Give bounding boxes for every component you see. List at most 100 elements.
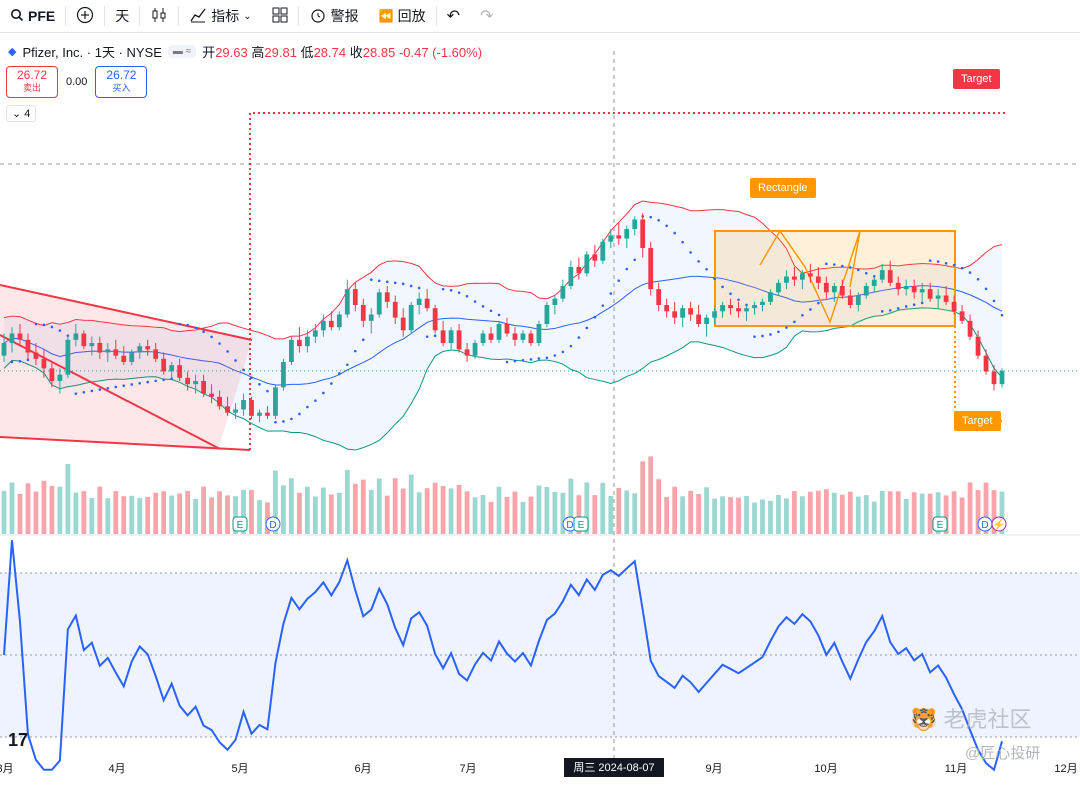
sar-dot <box>761 334 764 338</box>
event-marker[interactable]: E <box>932 516 948 532</box>
chart-type-button[interactable] <box>140 0 178 32</box>
candle-body <box>496 324 502 340</box>
event-marker[interactable]: E <box>232 516 248 532</box>
sar-dot <box>314 399 317 402</box>
volume-bar <box>225 495 230 534</box>
sar-dot <box>833 263 836 266</box>
symbol-search[interactable]: PFE <box>0 0 65 32</box>
volume-bar <box>328 494 334 534</box>
sar-dot <box>306 405 309 409</box>
earnings-marker <box>232 516 248 532</box>
volume-bar <box>257 500 262 534</box>
sar-dot <box>593 315 597 319</box>
target-label-top[interactable]: Target <box>953 69 1000 89</box>
target-label-bottom[interactable]: Target <box>954 411 1001 431</box>
sar-dot <box>1000 313 1004 317</box>
alert-button[interactable]: 警报 <box>299 0 369 32</box>
sar-dot <box>178 322 181 326</box>
symbol-logo-icon: ◆ <box>8 46 17 58</box>
sar-dot <box>90 389 94 393</box>
sar-dot <box>649 215 653 219</box>
indicators-button[interactable]: 指标 ⌄ <box>179 0 261 32</box>
volume-bar <box>105 498 111 534</box>
sar-dot <box>689 251 692 254</box>
sar-dot <box>952 263 956 267</box>
candle-body <box>448 330 454 343</box>
event-marker[interactable]: E <box>573 516 589 532</box>
candle-body <box>552 298 558 305</box>
sar-dot <box>194 326 197 330</box>
volume-bar <box>632 493 638 534</box>
volume-bar <box>25 483 31 534</box>
redo-button[interactable]: ↷ <box>470 0 503 32</box>
candle-body <box>472 343 478 356</box>
sar-dot <box>409 284 413 288</box>
rectangle-label[interactable]: Rectangle <box>750 178 816 198</box>
undo-button[interactable]: ↶ <box>437 0 470 32</box>
volume-bar <box>368 489 374 534</box>
candle-body <box>959 311 965 321</box>
candle-body <box>504 324 510 334</box>
candle-body <box>839 286 845 296</box>
candle-body <box>312 330 318 337</box>
replay-button[interactable]: ⏪ 回放 <box>369 0 436 32</box>
volume-bar <box>304 486 310 534</box>
event-marker[interactable]: D <box>977 516 993 532</box>
candle-body <box>800 273 805 280</box>
sar-dot <box>617 279 621 282</box>
candle-body <box>576 267 582 274</box>
volume-bar <box>265 502 270 534</box>
sar-dot <box>968 271 972 274</box>
change-value: -0.47 (-1.60%) <box>398 45 483 60</box>
sar-dot <box>745 303 748 307</box>
sar-dot <box>777 330 780 334</box>
volume-bar <box>983 482 989 534</box>
chart-canvas[interactable]: E D D E E D ⚡ <box>0 34 1080 790</box>
candle-body <box>297 339 302 347</box>
layout-button[interactable] <box>262 0 298 32</box>
tradingview-logo-icon[interactable]: 17 <box>8 730 29 750</box>
sar-dot <box>920 301 924 305</box>
volume-bar <box>967 482 973 534</box>
candle-body <box>768 292 773 302</box>
sar-dot <box>393 281 397 285</box>
volume-bar <box>297 492 302 534</box>
indicator-collapse-button[interactable]: ⌄ 4 <box>6 105 37 122</box>
x-tick-label: 11月 <box>945 763 967 775</box>
volume-bar <box>432 482 438 534</box>
candle-body <box>440 330 446 343</box>
volume-bar <box>544 486 550 534</box>
volume-bar <box>89 497 95 534</box>
volume-bar <box>800 496 805 534</box>
volume-bar <box>688 490 694 534</box>
candle-body <box>616 235 622 239</box>
sell-button[interactable]: 26.72 卖出 <box>6 66 58 98</box>
candle-body <box>456 330 462 350</box>
visibility-toggle[interactable]: ▬ ≈ <box>167 45 197 58</box>
chevron-down-icon: ⌄ <box>243 10 252 22</box>
candle-body <box>289 339 294 362</box>
sar-dot <box>330 382 333 385</box>
sar-dot <box>282 420 285 423</box>
pattern-zigzag <box>759 229 861 325</box>
watermark-author: @匠心投研 <box>965 745 1041 762</box>
volume-bar <box>448 488 454 534</box>
series-name: Pfizer, Inc. · 1天 · NYSE <box>22 45 162 60</box>
volume-bar <box>720 496 725 534</box>
sar-dot <box>625 267 629 271</box>
compare-button[interactable] <box>66 0 104 32</box>
event-marker[interactable]: D <box>265 516 281 532</box>
wedge-upper-line <box>0 284 253 341</box>
volume-bar <box>823 489 829 534</box>
buy-button[interactable]: 26.72 买入 <box>95 66 148 98</box>
sar-dot <box>122 384 126 388</box>
candle-body <box>249 400 254 416</box>
volume-bar <box>839 494 845 534</box>
interval-label: 天 <box>115 8 130 24</box>
candle-body <box>424 298 430 309</box>
sar-dot <box>521 358 525 362</box>
candle-body <box>528 333 534 343</box>
candles <box>1 213 1005 423</box>
interval-button[interactable]: 天 <box>105 0 139 32</box>
volume-bar <box>696 494 702 534</box>
